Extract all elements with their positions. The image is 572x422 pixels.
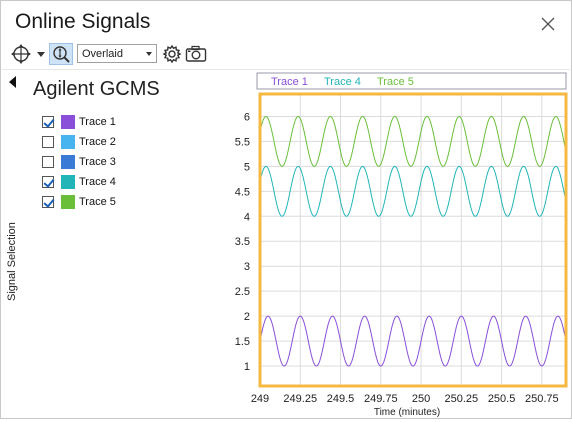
plot-border (258, 92, 568, 388)
y-tick-label-5: 3.5 (235, 236, 250, 248)
y-tick-label-7: 4.5 (235, 186, 250, 198)
collapse-panel-icon[interactable] (9, 76, 16, 88)
y-tick-label-0: 1 (244, 361, 250, 373)
trace-label-3: Trace 3 (79, 156, 116, 168)
window-title: Online Signals (15, 10, 151, 33)
display-mode-select[interactable]: Overlaid (77, 44, 157, 63)
chevron-down-icon[interactable] (35, 43, 47, 65)
trace-swatch-1 (61, 115, 75, 129)
trace-row-1: Trace 1 (42, 114, 116, 130)
x-axis-label: Time (minutes) (374, 407, 440, 417)
y-tick-label-4: 3 (244, 261, 250, 273)
zoom-y-icon[interactable] (49, 43, 73, 65)
legend-entry-1[interactable]: Trace 1 (271, 76, 308, 88)
x-tick-label-6: 250.5 (488, 393, 516, 405)
trace-checkbox-2[interactable] (42, 136, 54, 148)
y-tick-label-8: 5 (244, 161, 250, 173)
y-tick-label-10: 6 (244, 111, 250, 123)
x-tick-label-2: 249.5 (327, 393, 355, 405)
display-mode-value: Overlaid (82, 47, 123, 60)
camera-icon[interactable] (184, 43, 208, 65)
x-tick-label-5: 250.25 (444, 393, 478, 405)
trace-swatch-3 (61, 155, 75, 169)
signal-chart[interactable]: Trace 1 Trace 4 Trace 5 1 1.5 2 2.5 3 3.5 4 4.5 5 5.… (221, 71, 571, 418)
gear-icon[interactable] (161, 43, 183, 65)
zoom-pan-icon[interactable] (9, 43, 33, 65)
y-tick-label-6: 4 (244, 211, 250, 223)
trace-label-2: Trace 2 (79, 136, 116, 148)
signal-selection-panel-tab[interactable]: Signal Selection (6, 213, 20, 303)
trace-checkbox-3[interactable] (42, 156, 54, 168)
trace-checkbox-4[interactable] (42, 176, 54, 188)
x-tick-label-1: 249.25 (283, 393, 317, 405)
x-tick-label-3: 249.75 (364, 393, 398, 405)
trace-label-5: Trace 5 (79, 196, 116, 208)
trace-swatch-2 (61, 135, 75, 149)
x-tick-label-4: 250 (412, 393, 430, 405)
trace-swatch-5 (61, 195, 75, 209)
trace-checkbox-1[interactable] (42, 116, 54, 128)
legend-entry-3[interactable]: Trace 5 (377, 76, 414, 88)
y-tick-label-3: 2.5 (235, 286, 250, 298)
select-caret-icon (146, 52, 152, 56)
instrument-name: Agilent GCMS (33, 78, 160, 100)
series-line-3 (259, 115, 567, 167)
y-tick-label-1: 1.5 (235, 336, 250, 348)
trace-row-2: Trace 2 (42, 134, 116, 150)
series-line-1 (259, 315, 567, 367)
legend-entry-2[interactable]: Trace 4 (324, 76, 361, 88)
trace-row-3: Trace 3 (42, 154, 116, 170)
toolbar-divider (2, 69, 570, 70)
series-line-2 (259, 165, 567, 217)
trace-swatch-4 (61, 175, 75, 189)
chart-svg[interactable]: Trace 1 Trace 4 Trace 5 1 1.5 2 2.5 3 3.5 4 4.5 5 5.… (221, 71, 571, 418)
trace-row-4: Trace 4 (42, 174, 116, 190)
x-tick-label-0: 249 (251, 393, 269, 405)
trace-label-1: Trace 1 (79, 116, 116, 128)
signal-selection-label: Signal Selection (6, 222, 18, 301)
trace-row-5: Trace 5 (42, 194, 116, 210)
close-icon[interactable] (537, 13, 559, 35)
y-tick-label-2: 2 (244, 311, 250, 323)
trace-checkbox-5[interactable] (42, 196, 54, 208)
y-tick-label-9: 5.5 (235, 136, 250, 148)
x-tick-label-7: 250.75 (525, 393, 559, 405)
trace-label-4: Trace 4 (79, 176, 116, 188)
chart-legend (256, 72, 567, 90)
